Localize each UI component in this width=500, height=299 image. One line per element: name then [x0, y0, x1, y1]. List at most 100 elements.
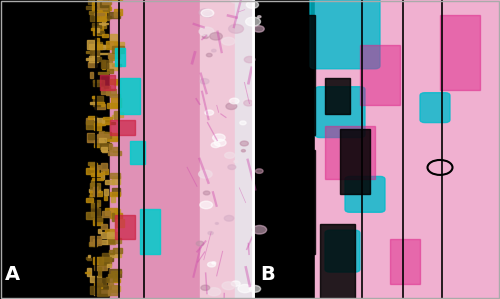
Bar: [90, 15, 101, 21]
Bar: [97, 57, 101, 61]
Bar: [96, 102, 104, 106]
Circle shape: [202, 35, 208, 39]
Bar: [100, 143, 111, 149]
Bar: [94, 283, 102, 288]
Bar: [100, 24, 106, 28]
Bar: [88, 258, 91, 260]
Bar: [94, 118, 104, 123]
FancyBboxPatch shape: [345, 176, 385, 212]
Bar: [102, 3, 110, 9]
Bar: [100, 75, 115, 90]
Bar: [110, 34, 117, 40]
Bar: [130, 141, 145, 164]
Bar: [112, 187, 120, 195]
Bar: [112, 115, 114, 118]
Circle shape: [208, 231, 213, 235]
Bar: [101, 147, 107, 150]
Bar: [140, 209, 160, 254]
FancyBboxPatch shape: [315, 87, 365, 138]
Bar: [92, 24, 100, 28]
Bar: [200, 0, 255, 299]
Circle shape: [226, 103, 236, 109]
Bar: [108, 58, 112, 63]
Circle shape: [230, 0, 240, 3]
Bar: [90, 236, 101, 245]
Bar: [108, 238, 114, 243]
Bar: [96, 104, 104, 109]
Circle shape: [208, 288, 220, 296]
Bar: [88, 162, 96, 165]
Bar: [98, 132, 106, 135]
Bar: [109, 238, 120, 243]
Circle shape: [199, 9, 211, 16]
Bar: [98, 257, 111, 265]
Bar: [106, 89, 117, 95]
Circle shape: [200, 79, 209, 84]
Bar: [108, 283, 113, 285]
Bar: [107, 62, 118, 70]
Bar: [110, 271, 121, 273]
Bar: [104, 196, 107, 200]
Bar: [91, 173, 101, 176]
Bar: [98, 267, 101, 276]
Bar: [111, 195, 116, 202]
Circle shape: [208, 262, 216, 267]
Bar: [325, 126, 375, 179]
Bar: [98, 228, 101, 233]
Bar: [96, 12, 106, 21]
Bar: [95, 164, 100, 169]
Circle shape: [224, 216, 234, 221]
Bar: [100, 285, 112, 289]
Bar: [96, 294, 108, 296]
Bar: [93, 186, 98, 191]
Bar: [102, 60, 105, 69]
Bar: [92, 50, 100, 59]
Bar: [96, 28, 100, 32]
Bar: [89, 242, 96, 246]
Bar: [98, 138, 105, 142]
Bar: [86, 198, 92, 202]
Bar: [100, 2, 107, 7]
Bar: [110, 213, 122, 218]
Bar: [113, 147, 118, 152]
Bar: [90, 163, 96, 169]
Bar: [86, 257, 88, 259]
Bar: [98, 289, 110, 295]
Bar: [114, 81, 117, 85]
Bar: [104, 86, 108, 89]
Bar: [96, 216, 102, 222]
Bar: [114, 112, 119, 119]
Bar: [95, 200, 100, 206]
Bar: [115, 215, 135, 239]
Bar: [90, 286, 101, 294]
Bar: [86, 120, 96, 129]
Bar: [94, 13, 104, 16]
Bar: [102, 163, 107, 170]
Bar: [86, 6, 96, 9]
Bar: [102, 253, 113, 260]
Bar: [102, 34, 108, 37]
Bar: [108, 144, 112, 150]
Circle shape: [206, 53, 212, 57]
Bar: [87, 268, 90, 276]
Circle shape: [212, 262, 216, 264]
Bar: [96, 45, 104, 49]
Text: B: B: [260, 265, 275, 284]
Bar: [94, 288, 98, 295]
Bar: [103, 117, 112, 119]
Circle shape: [199, 27, 214, 36]
Bar: [107, 69, 113, 73]
Bar: [98, 72, 108, 74]
Bar: [235, 0, 258, 299]
Circle shape: [254, 26, 264, 32]
Bar: [104, 189, 108, 195]
Text: A: A: [5, 265, 20, 284]
FancyBboxPatch shape: [325, 230, 360, 272]
Bar: [101, 86, 110, 94]
Circle shape: [201, 9, 214, 17]
Bar: [90, 183, 101, 190]
Circle shape: [245, 89, 251, 93]
Circle shape: [222, 282, 235, 290]
Bar: [95, 17, 98, 20]
Bar: [106, 41, 117, 49]
